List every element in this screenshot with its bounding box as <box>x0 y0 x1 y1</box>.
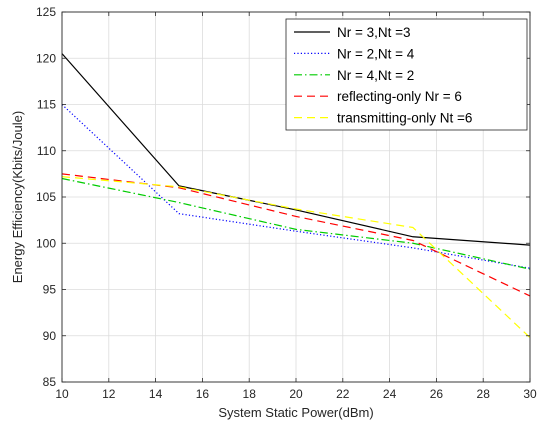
y-tick-label: 85 <box>43 375 57 389</box>
x-tick-label: 12 <box>102 387 116 401</box>
legend-label-4: reflecting-only Nr = 6 <box>337 89 462 104</box>
y-axis-label: Energy Efficiency(Kbits/Joule) <box>10 111 25 283</box>
y-tick-label: 125 <box>36 5 56 19</box>
x-tick-label: 14 <box>149 387 163 401</box>
x-tick-label: 18 <box>243 387 257 401</box>
x-tick-label: 28 <box>477 387 491 401</box>
y-tick-label: 95 <box>43 283 57 297</box>
y-tick-label: 90 <box>43 329 57 343</box>
series-line-5 <box>61 176 531 339</box>
y-tick-label: 105 <box>36 190 56 204</box>
y-tick-label: 120 <box>36 51 56 65</box>
x-tick-label: 20 <box>289 387 303 401</box>
y-tick-label: 110 <box>37 144 56 158</box>
series-line-1 <box>61 53 531 246</box>
legend-label-5: transmitting-only Nt =6 <box>337 111 472 126</box>
series-line-3 <box>61 177 531 270</box>
legend-label-2: Nr = 2,Nt = 4 <box>337 46 415 61</box>
legend-label-1: Nr = 3,Nt =3 <box>337 25 411 40</box>
x-tick-label: 16 <box>196 387 210 401</box>
legend-label-3: Nr = 4,Nt = 2 <box>337 68 414 83</box>
x-tick-label: 22 <box>336 387 350 401</box>
legend: Nr = 3,Nt =3 Nr = 2,Nt = 4 Nr = 4,Nt = 2 re… <box>285 18 528 131</box>
y-tick-label: 100 <box>36 236 56 250</box>
series-layer <box>61 53 531 339</box>
tick-labels: 10 12 14 16 18 20 22 24 26 28 30 85 90 95 100 105 110 115… <box>36 5 537 401</box>
x-axis-label: System Static Power(dBm) <box>218 405 373 420</box>
x-tick-label: 26 <box>430 387 444 401</box>
series-line-2 <box>61 104 531 269</box>
x-tick-label: 24 <box>383 387 397 401</box>
y-tick-label: 115 <box>37 98 56 112</box>
x-tick-label: 30 <box>523 387 537 401</box>
x-tick-label: 10 <box>55 387 69 401</box>
axes <box>61 11 531 383</box>
